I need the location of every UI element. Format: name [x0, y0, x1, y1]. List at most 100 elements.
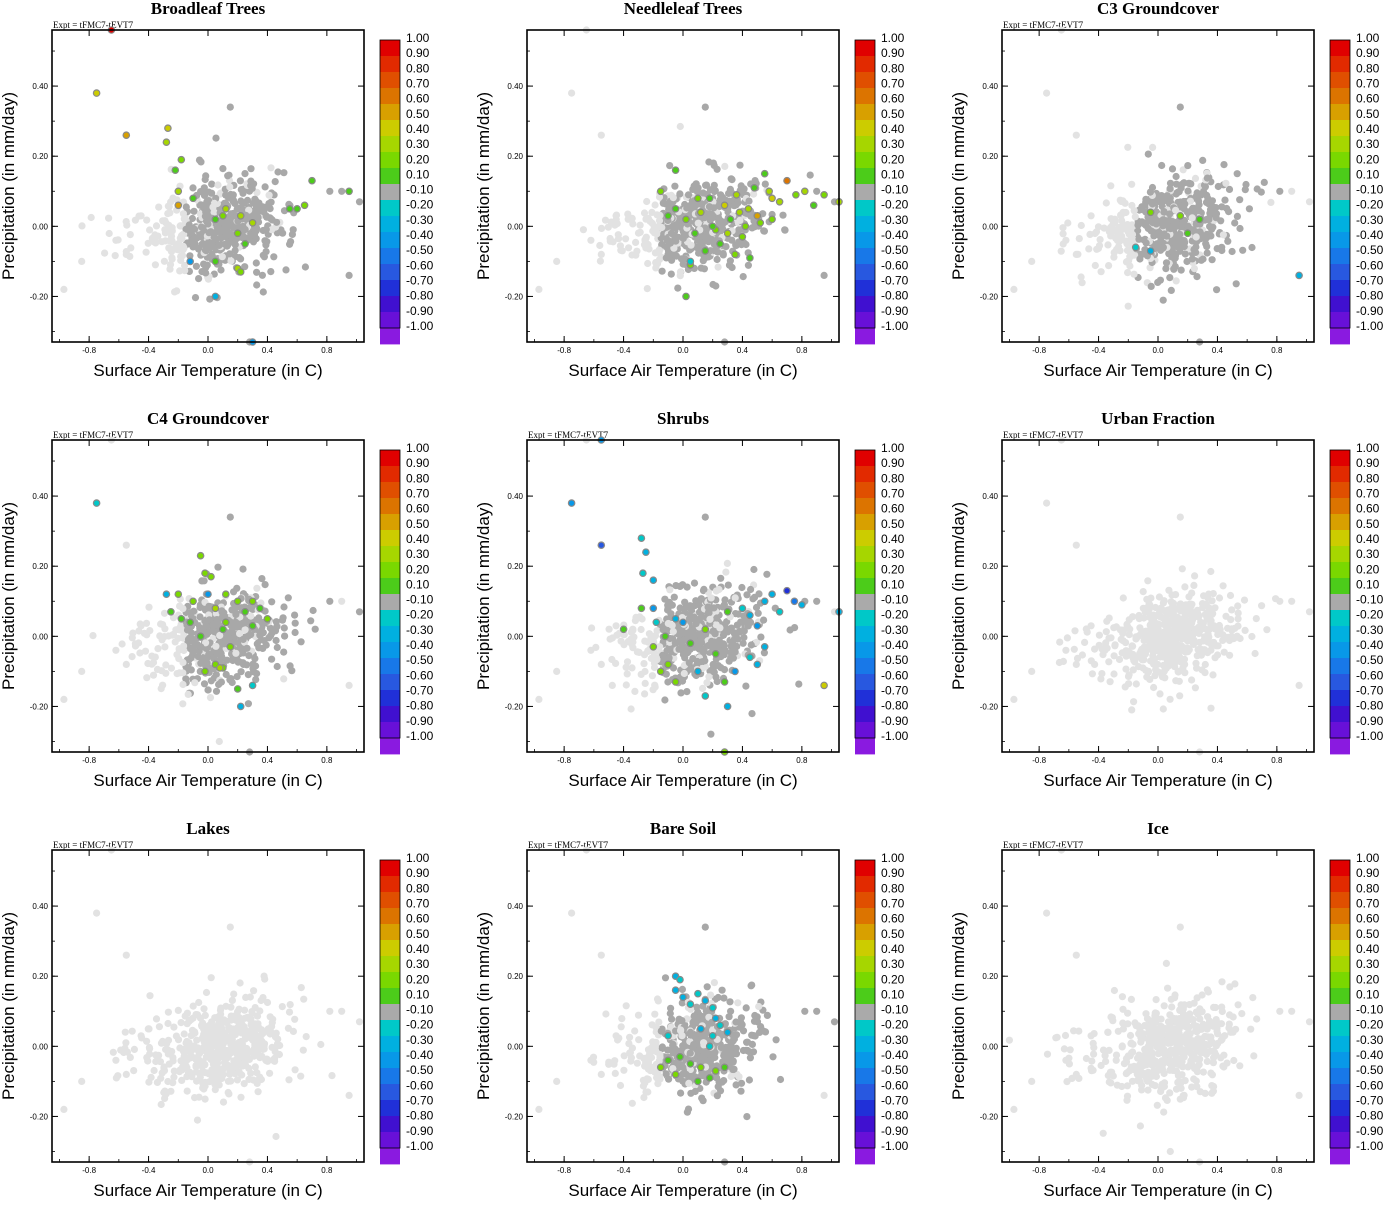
colorbar-segment [855, 216, 875, 232]
y-tick-label: -0.20 [980, 702, 999, 711]
data-point [651, 229, 658, 236]
data-point [732, 648, 739, 655]
data-point [1222, 613, 1229, 620]
data-point [1217, 217, 1224, 224]
data-point [1209, 256, 1216, 263]
x-tick-label: 0.0 [202, 1166, 214, 1175]
x-axis-label: Surface Air Temperature (in C) [568, 361, 797, 380]
y-tick-label: 0.00 [507, 222, 523, 231]
experiment-label: Expt = tFMC7-tEVT7 [53, 20, 134, 30]
colored-point [568, 500, 574, 506]
data-point [204, 686, 211, 693]
colorbar-segment [1330, 738, 1350, 754]
data-point [535, 696, 542, 703]
data-point [1103, 199, 1110, 206]
data-point [247, 1070, 254, 1077]
data-point [1187, 618, 1194, 625]
data-point [198, 223, 205, 230]
colorbar-segment [380, 1084, 400, 1100]
data-point [596, 242, 603, 249]
data-point [145, 1025, 152, 1032]
colorbar-segment [380, 860, 400, 876]
data-point [251, 196, 258, 203]
colored-point [249, 598, 255, 604]
data-point [1156, 653, 1163, 660]
data-point [656, 247, 663, 254]
data-point [162, 237, 169, 244]
data-point [679, 986, 686, 993]
colored-point [665, 661, 671, 667]
colorbar-label: -0.70 [881, 684, 909, 698]
data-point [1252, 650, 1259, 657]
data-point [213, 1043, 220, 1050]
y-tick-label: 0.40 [982, 82, 998, 91]
data-point [646, 245, 653, 252]
data-point [195, 999, 202, 1006]
data-point [722, 569, 729, 576]
colorbar-segment [380, 1020, 400, 1036]
colorbar-segment [380, 120, 400, 136]
data-point [627, 636, 634, 643]
data-point [1060, 230, 1067, 237]
colorbar-label: -0.90 [406, 714, 434, 728]
data-point [185, 1039, 192, 1046]
data-point [214, 1032, 221, 1039]
data-point [302, 263, 309, 270]
data-point [234, 673, 241, 680]
background-points [60, 436, 363, 755]
colored-point [163, 591, 169, 597]
data-point [743, 1113, 750, 1120]
data-point [617, 242, 624, 249]
data-point [201, 1038, 208, 1045]
data-point [1204, 249, 1211, 256]
data-point [112, 237, 119, 244]
colorbar-label: -0.60 [1356, 668, 1384, 682]
data-point [161, 217, 168, 224]
data-point [757, 634, 764, 641]
colorbar-label: -0.10 [881, 183, 909, 197]
colorbar-segment [1330, 722, 1350, 738]
data-point [231, 622, 238, 629]
y-tick-label: -0.20 [30, 1112, 49, 1121]
data-point [177, 1066, 184, 1073]
data-point [700, 586, 707, 593]
data-point [625, 244, 632, 251]
colorbar-label: -0.60 [881, 258, 909, 272]
data-point [1191, 265, 1198, 272]
data-point [1253, 615, 1260, 622]
data-point [1149, 200, 1156, 207]
colorbar-segment [380, 988, 400, 1004]
data-point [705, 158, 712, 165]
data-point [674, 285, 681, 292]
data-point [143, 1054, 150, 1061]
data-point [229, 679, 236, 686]
data-point [731, 202, 738, 209]
data-point [265, 634, 272, 641]
data-point [1227, 592, 1234, 599]
colorbar-segment [855, 610, 875, 626]
data-point [666, 162, 673, 169]
data-point [1073, 661, 1080, 668]
data-point [1073, 542, 1080, 549]
data-point [1235, 615, 1242, 622]
data-point [1128, 706, 1135, 713]
data-point [261, 253, 268, 260]
data-point [1261, 179, 1268, 186]
data-point [747, 586, 754, 593]
data-point [1124, 269, 1131, 276]
colorbar-label: -0.60 [881, 668, 909, 682]
colorbar-label: 0.40 [406, 532, 430, 546]
data-point [1181, 201, 1188, 208]
data-point [1064, 634, 1071, 641]
data-point [317, 1041, 324, 1048]
data-point [714, 256, 721, 263]
data-point [223, 1019, 230, 1026]
data-point [695, 601, 702, 608]
data-point [656, 212, 663, 219]
colorbar-segment [855, 642, 875, 658]
data-point [161, 1088, 168, 1095]
colorbar-segment [380, 876, 400, 892]
data-point [1174, 189, 1181, 196]
